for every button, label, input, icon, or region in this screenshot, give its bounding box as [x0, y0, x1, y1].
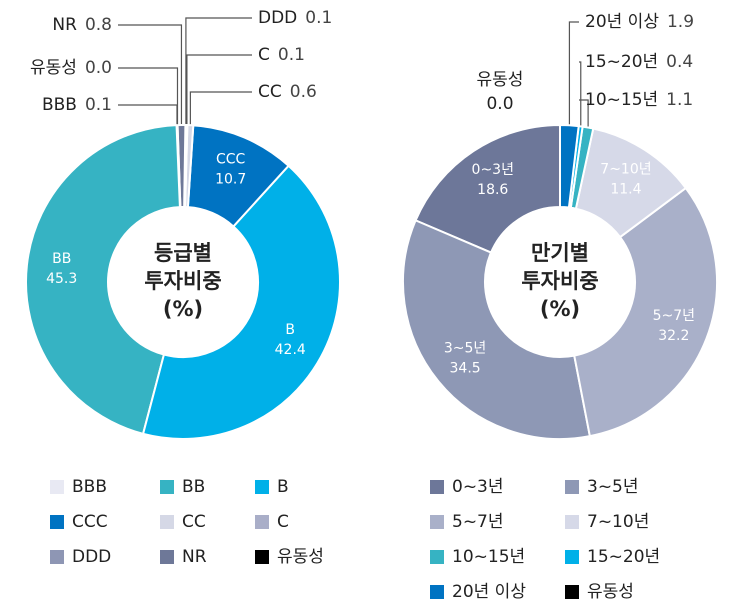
callout-value: 0.0 [85, 58, 112, 78]
legend-label: 15~20년 [587, 547, 660, 567]
callout-line [186, 54, 252, 125]
slice-name: 5~7년 [653, 308, 695, 324]
legend-swatch [50, 550, 64, 564]
center-label: 만기별 [531, 241, 589, 265]
legend-swatch [430, 550, 444, 564]
legend-label: 20년 이상 [452, 582, 526, 602]
callout-value: 1.1 [666, 90, 693, 110]
legend-swatch [430, 515, 444, 529]
slice-value: 32.2 [658, 328, 689, 344]
legend-swatch [565, 515, 579, 529]
legend-swatch [255, 515, 269, 529]
slice-name: 7~10년 [600, 161, 651, 177]
callout-label: 20년 이상 1.9 [585, 12, 694, 32]
callout-label: 15~20년 0.4 [585, 52, 693, 72]
callout-value: 0.1 [85, 95, 112, 115]
slice-value: 10.7 [215, 172, 246, 188]
slice-value: 42.4 [275, 342, 306, 358]
callout-name: 유동성 [477, 70, 524, 90]
slice-value: 11.4 [610, 181, 641, 197]
slice-value: 34.5 [450, 361, 481, 377]
callout-value: 0.8 [85, 15, 112, 35]
callout-name: 10~15년 [585, 90, 658, 110]
callout-line [185, 17, 252, 125]
legend-label: 유동성 [587, 582, 634, 602]
legend-swatch [430, 585, 444, 599]
callout-label: NR 0.8 [52, 15, 112, 35]
callout-name: NR [52, 15, 77, 35]
slice-name: B [285, 322, 295, 338]
callout-name: DDD [258, 8, 297, 28]
donut-hole [485, 207, 635, 357]
legend-label: 유동성 [277, 547, 324, 567]
callout-name: 20년 이상 [585, 12, 659, 32]
callout-value: 0.0 [486, 94, 513, 114]
center-label: (%) [540, 297, 580, 321]
legend-swatch [565, 585, 579, 599]
callout-line [118, 67, 179, 125]
callout-line [189, 91, 252, 125]
legend-label: C [277, 512, 289, 532]
callout-value: 0.1 [305, 8, 332, 28]
donut-hole [108, 207, 258, 357]
callout-value: 0.1 [278, 45, 305, 65]
legend-label: NR [182, 547, 207, 567]
callout-value: 0.4 [666, 52, 693, 72]
callout-line [568, 21, 579, 125]
callout-label: 10~15년 1.1 [585, 90, 693, 110]
callout-value: 1.9 [667, 12, 694, 32]
legend-swatch [160, 550, 174, 564]
callout-name: C [258, 45, 270, 65]
legend-label: B [277, 477, 289, 497]
callout-name: 15~20년 [585, 52, 658, 72]
legend-swatch [160, 480, 174, 494]
slice-value: 45.3 [46, 271, 77, 287]
legend-label: 0~3년 [452, 477, 504, 497]
callout-line [579, 61, 582, 126]
legend-swatch [565, 550, 579, 564]
slice-name: 0~3년 [472, 162, 514, 178]
center-label: 투자비중 [521, 269, 598, 293]
slice-name: BB [52, 251, 71, 267]
callout-label: BBB 0.1 [42, 95, 112, 115]
callout-name: BBB [42, 95, 77, 115]
callout-label: C 0.1 [258, 45, 305, 65]
slice-name: 3~5년 [444, 341, 486, 357]
legend-swatch [255, 480, 269, 494]
legend-label: CCC [72, 512, 108, 532]
legend-label: CC [182, 512, 206, 532]
callout-name: 유동성 [30, 58, 77, 78]
legend-label: 3~5년 [587, 477, 639, 497]
slice-name: CCC [216, 152, 246, 168]
legend-swatch [255, 550, 269, 564]
callout-name: CC [258, 82, 282, 102]
legend-label: DDD [72, 547, 111, 567]
callout-line [118, 24, 183, 125]
legend-swatch [430, 480, 444, 494]
legend-label: BB [182, 477, 205, 497]
center-label: 투자비중 [144, 269, 221, 293]
callout-label: CC 0.6 [258, 82, 317, 102]
callout-label: DDD 0.1 [258, 8, 332, 28]
slice-value: 18.6 [477, 182, 508, 198]
callout-label: 유동성 0.0 [30, 58, 112, 78]
legend-label: 10~15년 [452, 547, 525, 567]
callout-line [118, 104, 178, 125]
center-label: (%) [163, 297, 203, 321]
legend-label: 7~10년 [587, 512, 649, 532]
center-label: 등급별 [154, 241, 212, 265]
donut-slice [186, 124, 290, 228]
callout-line [579, 99, 589, 127]
legend-swatch [565, 480, 579, 494]
legend-label: 5~7년 [452, 512, 504, 532]
callout-value: 0.6 [290, 82, 317, 102]
legend-swatch [50, 480, 64, 494]
legend-swatch [160, 515, 174, 529]
legend-label: BBB [72, 477, 107, 497]
legend-swatch [50, 515, 64, 529]
